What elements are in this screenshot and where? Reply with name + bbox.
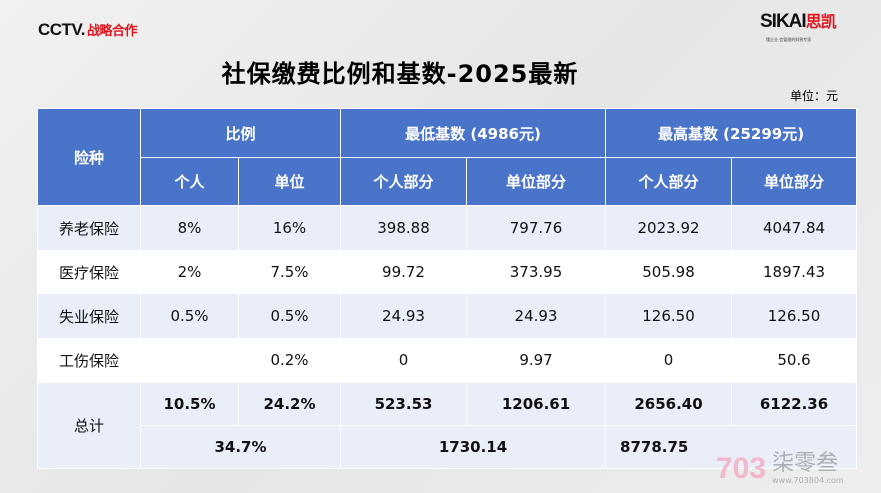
table-cell: 9.97 [466, 338, 607, 383]
table-cell: 7.5% [237, 250, 342, 294]
grand-total-max: 8778.75 [605, 425, 858, 469]
table-cell: 0.5% [237, 294, 342, 338]
table-cell: 797.76 [466, 205, 607, 250]
table-cell: 126.50 [605, 294, 733, 338]
table-cell: 16% [237, 205, 342, 250]
table-row: 医疗保险 2% 7.5% 99.72 373.95 505.98 1897.43 [37, 250, 858, 294]
watermark-url: www.703804.com [772, 476, 844, 485]
table-cell: 505.98 [605, 250, 733, 294]
grand-total-min: 1730.14 [340, 425, 607, 469]
subheader: 个人部分 [340, 157, 468, 206]
total-cell: 1206.61 [466, 382, 607, 426]
sikai-logo: SIKAI思凯 [760, 11, 837, 33]
sikai-cn: 思凯 [805, 14, 837, 31]
table-cell: 4047.84 [731, 205, 858, 250]
header-ratio: 比例 [139, 108, 342, 158]
total-cell: 2656.40 [605, 382, 733, 426]
table-cell: 50.6 [731, 338, 858, 383]
table-cell: 126.50 [731, 294, 858, 338]
sikai-text: SIKAI [760, 11, 807, 32]
table-cell: 398.88 [340, 205, 468, 250]
total-cell: 10.5% [140, 382, 239, 426]
subheader: 单位 [237, 157, 342, 206]
table-cell: 8% [140, 205, 239, 250]
row-label: 养老保险 [37, 205, 141, 250]
sikai-sub: 懂企业 会管理的财税专家 [766, 37, 812, 42]
table-cell: 0.2% [237, 338, 342, 383]
row-label: 医疗保险 [37, 250, 141, 294]
table-row: 养老保险 8% 16% 398.88 797.76 2023.92 4047.84 [37, 205, 858, 250]
total-cell: 523.53 [340, 382, 468, 426]
watermark-logo: 703 [716, 451, 767, 485]
table-cell: 24.93 [340, 294, 468, 338]
subheader: 单位部分 [466, 157, 607, 206]
cctv-text: CCTV. [38, 20, 85, 39]
table-cell: 2023.92 [605, 205, 733, 250]
table-row: 工伤保险 0.2% 0 9.97 0 50.6 [37, 338, 858, 383]
header-max-base: 最高基数 (25299元) [605, 108, 858, 158]
table-cell: 1897.43 [731, 250, 858, 294]
total-cell: 6122.36 [731, 382, 858, 426]
header-type: 险种 [37, 108, 141, 206]
watermark: 703 柒零叁 www.703804.com [716, 451, 844, 486]
subheader: 个人部分 [605, 157, 733, 206]
total-label: 总计 [37, 382, 141, 469]
subheader: 个人 [140, 157, 239, 206]
table-cell: 0.5% [140, 294, 239, 338]
table-cell: 99.72 [340, 250, 468, 294]
table-row: 失业保险 0.5% 0.5% 24.93 24.93 126.50 126.50 [37, 294, 858, 338]
watermark-name: 柒零叁 [772, 451, 839, 476]
table-cell: 0 [605, 338, 733, 383]
table-cell: 0 [340, 338, 468, 383]
grand-total-ratio: 34.7% [139, 425, 342, 469]
cctv-tag: 战略合作 [86, 23, 138, 38]
table-cell: 373.95 [466, 250, 607, 294]
table-cell [140, 338, 239, 383]
insurance-table: 险种 比例 最低基数 (4986元) 最高基数 (25299元) 个人 单位 个… [37, 108, 858, 469]
unit-label: 单位：元 [790, 89, 839, 103]
page-title: 社保缴费比例和基数-2025最新 [221, 60, 579, 88]
table-cell: 2% [140, 250, 239, 294]
header-min-base: 最低基数 (4986元) [340, 108, 607, 158]
table-cell: 24.93 [466, 294, 607, 338]
cctv-logo: CCTV. 战略合作 [38, 20, 137, 40]
row-label: 工伤保险 [37, 338, 141, 383]
subheader: 单位部分 [731, 157, 858, 206]
total-cell: 24.2% [237, 382, 342, 426]
row-label: 失业保险 [37, 294, 141, 338]
